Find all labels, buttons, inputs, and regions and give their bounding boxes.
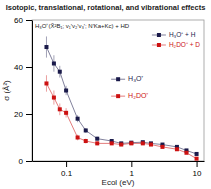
y-tick-label: 20 [14,110,23,119]
legend-swatch-marker [157,33,161,37]
legend-swatch-marker [157,43,161,47]
y-tick: 60 [14,16,32,25]
x-tick: 1 [130,161,135,178]
x-tick-mark [131,161,132,167]
data-point [195,152,199,156]
data-point [52,96,56,100]
y-tick-mark [26,161,32,162]
legend-label: H₂DO⁺ + D [169,41,200,48]
y-tick-label: 60 [14,16,23,25]
data-point [58,70,62,74]
x-tick-label: 0.1 [61,169,73,178]
inner-key: H₃O⁺ H₂DO⁺ [111,75,149,99]
data-point [160,145,164,149]
y-tick: 20 [14,110,32,119]
series [44,75,198,160]
data-point [58,107,62,111]
x-tick-mark [197,161,198,167]
series-line [46,47,196,154]
x-tick-label: 10 [193,169,202,178]
x-tick: 0.1 [61,161,73,178]
x-axis-line [33,161,205,162]
y-tick: 0 [19,157,32,166]
legend-label: H₃O⁺ + H [169,31,196,38]
annotation: H₃O⁺(X̃²B₁; v₁′v₂′v₃′; N′Ka+Kc) + HD [35,23,130,29]
series-line [46,83,196,158]
y-tick-label: 40 [14,63,23,72]
data-point [52,61,56,65]
key-swatch-marker [116,77,120,81]
y-tick: 40 [14,63,32,72]
key-swatch-marker [116,94,120,98]
data-point [141,141,145,145]
data-point [129,141,133,145]
y-axis-line [32,21,33,162]
data-point [84,139,88,143]
x-axis: 0.1 1 10 [33,161,205,178]
x-tick-mark [66,161,67,167]
plot-frame [32,20,204,161]
data-point [149,143,153,147]
y-axis: 0 20 40 60 [14,16,32,166]
legend: H₃O⁺ + H H₂DO⁺ + D [152,31,200,48]
data-point [110,141,114,145]
data-point [129,141,133,145]
data-point [64,89,68,93]
x-axis-label: Ecol (eV) [102,178,135,187]
plot-area: 0.1 1 10 0 20 40 60 Ecol (eV) σ (Å²) H₃O⁺(X̃²B₁; … [2,16,205,187]
data-point [184,151,188,155]
y-tick-mark [26,67,32,68]
data-point [64,111,68,115]
annotation: H₂DO⁺ [128,92,149,99]
chart-container: Isotopic, translational, rotational, and… [0,0,211,189]
data-point [76,117,80,121]
data-point [119,143,123,147]
data-point [95,141,99,145]
y-tick-mark [26,20,32,21]
x-tick: 10 [193,161,202,178]
annotation: H₃O⁺ [128,75,144,82]
data-point [175,147,179,151]
y-axis-label: σ (Å²) [2,80,11,101]
title: Isotopic, translational, rotational, and… [6,3,206,12]
y-tick-mark [26,114,32,115]
y-tick-label: 0 [19,157,24,166]
data-point [95,137,99,141]
data-point [44,81,48,85]
data-marks [44,36,198,160]
data-point [76,136,80,140]
x-tick-label: 1 [130,169,135,178]
data-point [195,157,199,161]
chart-svg: Isotopic, translational, rotational, and… [0,0,211,189]
series [44,36,198,156]
data-point [44,45,48,49]
data-point [84,128,88,132]
